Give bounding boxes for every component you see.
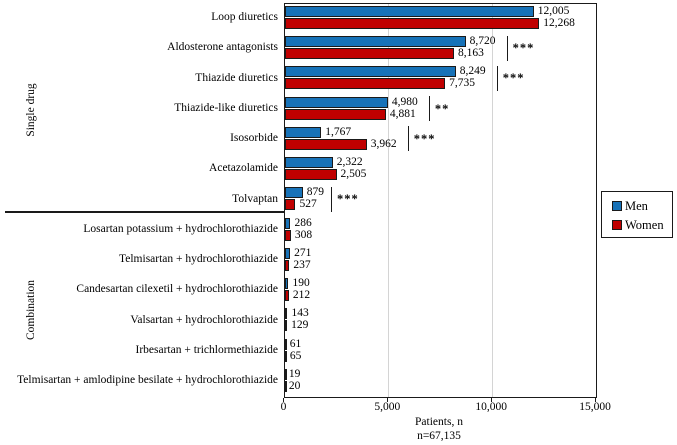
x-tick-label: 5,000 [374,401,401,413]
bar-women [284,259,290,271]
category-label: Loop diuretics [211,11,278,24]
value-label-women: 65 [289,349,302,362]
value-label-men: 2,322 [336,156,363,169]
x-tick-label: 0 [280,401,287,413]
x-tick-mark [283,397,284,402]
bar-men [284,368,287,380]
category-label: Losartan potassium + hydrochlorothiazide [83,222,278,235]
bar-men [284,217,291,229]
bar-women [284,48,455,60]
bar-men [284,308,288,320]
x-tick-label: 10,000 [475,401,507,413]
category-label: Candesartan cilexetil + hydrochlorothiaz… [76,283,278,296]
value-label-women: 308 [294,228,313,241]
bar-women [284,18,540,29]
legend: Men Women [601,191,673,238]
gridline [492,4,494,397]
value-label-women: 7,735 [449,77,475,90]
bar-men [284,247,291,259]
value-label-women: 4,881 [389,107,416,120]
category-label: Isosorbide [230,132,278,145]
bar-women [284,199,296,211]
value-label-men: 61 [289,337,302,350]
x-axis-title: Patients, n [415,416,463,428]
plot-area: 12,005 12,268 8,720 8,163 *** 8,249 7,735 *** 4,… [283,3,597,398]
bar-women [284,380,287,392]
bar-men [284,126,322,138]
bar-women [284,78,446,90]
bar-men [284,187,303,199]
bar-women [284,169,337,181]
value-label-women: 20 [288,379,301,392]
bar-women [284,229,291,241]
group-separator-line [5,211,285,213]
bar-women [284,350,287,362]
legend-swatch-women [612,220,622,230]
significance-stars: ** [434,101,450,116]
group-label-combination: Combination [25,279,37,341]
value-label-men: 19 [288,367,301,380]
bar-women [284,320,288,332]
value-label-men: 8,720 [469,35,496,48]
group-label-single-drug: Single drug [25,83,37,137]
bar-women [284,108,386,120]
significance-bracket [496,65,499,91]
bar-men [284,36,466,48]
x-tick-label: 15,000 [579,401,611,413]
gridline [388,4,390,397]
significance-bracket [330,186,333,212]
category-label: Tolvaptan [232,192,278,205]
value-label-women: 8,163 [458,47,484,60]
value-label-women: 3,962 [370,137,397,150]
legend-label: Women [625,218,664,232]
bar-men [284,278,289,290]
significance-stars: *** [413,131,436,146]
bar-men [284,338,287,350]
value-label-men: 8,249 [459,65,486,78]
x-tick-mark [386,397,388,402]
category-label: Telmisartan + hydrochlorothiazide [119,253,278,266]
value-label-men: 143 [291,307,309,320]
value-label-women: 237 [293,258,311,271]
bar-men [284,96,388,108]
legend-item: Women [612,217,672,233]
category-label: Acetazolamide [209,162,278,175]
bar-men [284,157,333,169]
value-label-men: 12,005 [537,5,570,17]
x-tick-mark [594,397,596,402]
value-label-men: 286 [294,216,312,229]
value-label-women: 2,505 [340,168,367,181]
bar-women [284,290,289,302]
significance-stars: *** [336,192,359,207]
bar-women [284,138,367,150]
value-label-men: 190 [292,277,310,290]
value-label-men: 4,980 [391,95,418,108]
value-label-women: 12,268 [543,17,575,29]
significance-bracket [407,126,410,152]
category-label: Thiazide diuretics [195,71,278,84]
bar-men [284,66,456,78]
value-label-women: 129 [291,319,309,332]
category-label: Valsartan + hydrochlorothiazide [130,313,278,326]
value-label-men: 271 [294,246,312,259]
significance-stars: *** [512,41,535,56]
significance-bracket [506,35,509,61]
category-label: Thiazide-like diuretics [174,101,278,114]
sample-size-label: n=67,135 [417,430,461,442]
legend-label: Men [625,199,648,213]
category-label: Aldosterone antagonists [167,41,278,54]
legend-swatch-men [612,201,622,211]
value-label-men: 879 [306,186,324,199]
legend-item: Men [612,198,672,214]
bar-men [284,6,534,17]
category-label: Irbesartan + trichlormethiazide [135,343,278,356]
value-label-women: 527 [299,198,317,211]
value-label-men: 1,767 [325,125,352,138]
category-label: Telmisartan + amlodipine besilate + hydr… [17,373,278,386]
x-tick-mark [490,397,492,402]
significance-stars: *** [502,71,525,86]
value-label-women: 212 [292,289,311,302]
significance-bracket [428,96,431,122]
